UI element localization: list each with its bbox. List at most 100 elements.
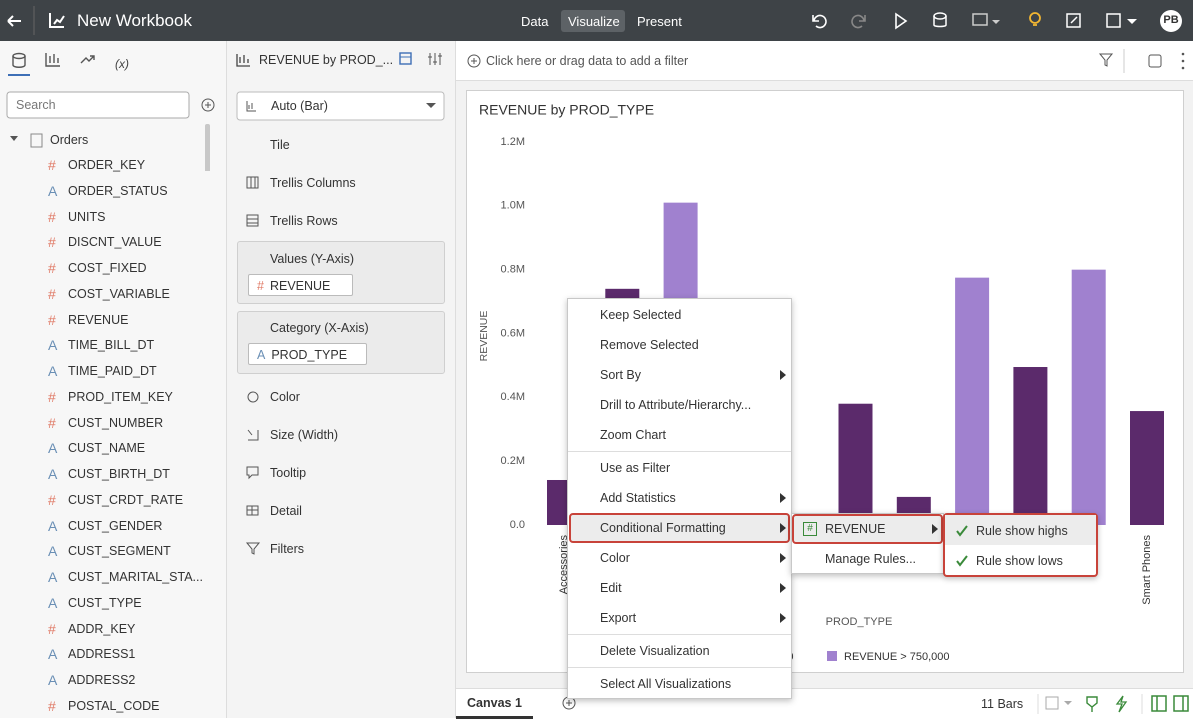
pill-text: REVENUE [269, 279, 331, 293]
field-name[interactable]: CUST_MARITAL_STA... [68, 570, 203, 584]
viz-title: REVENUE by PROD_... [259, 53, 394, 67]
field-name[interactable]: ADDR_KEY [68, 621, 136, 636]
search-input[interactable]: Search [16, 98, 56, 112]
field-icon: # [48, 234, 56, 251]
field-name[interactable]: CUST_NUMBER [68, 415, 164, 430]
bar [955, 277, 990, 525]
menu-item[interactable]: Add Statistics [600, 491, 676, 505]
menu-item[interactable]: Select All Visualizations [600, 677, 732, 691]
calc-tab[interactable]: (x) [115, 57, 129, 71]
y-tick-label: 0.6M [501, 327, 525, 339]
field-icon: # [48, 311, 56, 328]
menu-separator [568, 667, 791, 668]
field-name[interactable]: CUST_BIRTH_DT [68, 467, 170, 481]
filter-bar[interactable]: Click here or drag data to add a filter [456, 41, 1193, 81]
rules-menu: Rule show highs Rule show lows [943, 513, 1098, 577]
y-tick-label: 0.8M [501, 264, 525, 276]
field-name[interactable]: CUST_GENDER [68, 518, 163, 533]
field-icon: # [48, 620, 56, 637]
field-icon: A [48, 594, 58, 611]
menu-item[interactable]: Drill to Attribute/Hierarchy... [600, 398, 752, 412]
chart-title: REVENUE by PROD_TYPE [479, 102, 654, 118]
field-name[interactable]: COST_VARIABLE [68, 286, 170, 301]
rule-highlight [945, 515, 1096, 545]
submenu-item-highlight[interactable] [792, 514, 943, 544]
field-name[interactable]: ADDRESS1 [68, 647, 136, 662]
field-name[interactable]: COST_FIXED [68, 261, 147, 275]
field-icon: A [48, 517, 58, 534]
field-name[interactable]: PROD_ITEM_KEY [68, 389, 173, 404]
field-name[interactable]: ADDRESS2 [68, 673, 136, 687]
canvas-tab[interactable]: Canvas 1 [467, 696, 522, 710]
menu-item[interactable]: Keep Selected [600, 308, 682, 322]
manage-rules[interactable]: Manage Rules... [825, 552, 917, 566]
grammar-item[interactable]: Tile [270, 138, 290, 152]
menu-item[interactable]: Remove Selected [600, 338, 699, 352]
pill-icon: A [257, 348, 266, 362]
user-avatar[interactable]: PB [1163, 14, 1179, 26]
rule-item[interactable]: Rule show highs [976, 524, 1068, 538]
field-icon: A [48, 646, 58, 663]
field-name[interactable]: UNITS [68, 209, 106, 224]
menu-item[interactable]: Zoom Chart [600, 428, 666, 442]
menu-item[interactable]: Edit [600, 581, 622, 595]
values-pill[interactable]: # REVENUE [248, 274, 353, 296]
field-name[interactable]: REVENUE [68, 312, 129, 327]
bar [1130, 411, 1164, 525]
field-icon: A [48, 363, 58, 379]
menu-item[interactable]: Delete Visualization [600, 644, 710, 658]
field-name[interactable]: CUST_NAME [68, 441, 146, 456]
menu-item[interactable]: Use as Filter [600, 461, 671, 475]
rule-item[interactable]: Rule show lows [976, 554, 1063, 568]
field-name[interactable]: TIME_PAID_DT [68, 364, 157, 378]
menu-separator [568, 634, 791, 635]
field-icon: # [48, 388, 56, 405]
measure-icon: # [803, 522, 817, 536]
grammar-item[interactable]: Trellis Rows [270, 214, 338, 228]
field-icon: # [48, 491, 56, 508]
menu-item[interactable]: Sort By [600, 368, 641, 382]
grammar-item[interactable]: Detail [270, 504, 302, 518]
field-name[interactable]: CUST_TYPE [68, 595, 142, 610]
source-name[interactable]: Orders [50, 133, 89, 147]
field-icon: # [48, 414, 56, 431]
field-icon: A [48, 466, 58, 482]
field-icon: # [48, 697, 56, 714]
field-name[interactable]: ORDER_STATUS [68, 183, 168, 198]
field-name[interactable]: ORDER_KEY [68, 158, 146, 172]
field-name[interactable]: POSTAL_CODE [68, 698, 160, 713]
nav-tab[interactable]: Present [637, 14, 682, 29]
data-panel: (x) Search Orders # ORDER_KEY A ORDER_STATU… [0, 41, 227, 718]
bar [1071, 269, 1106, 525]
field-name[interactable]: CUST_SEGMENT [68, 544, 171, 559]
context-menu: Keep Selected Remove Selected Sort By Drill… [567, 298, 792, 699]
y-axis-label: REVENUE [478, 311, 490, 362]
category-pill[interactable]: A PROD_TYPE [248, 343, 367, 365]
bar [1013, 367, 1048, 525]
grammar-item[interactable]: Size (Width) [270, 428, 339, 442]
menu-highlight [569, 513, 790, 543]
grammar-item[interactable]: Tooltip [270, 466, 307, 480]
legend-label: REVENUE > 750,000 [844, 651, 949, 663]
nav-tab[interactable]: Visualize [568, 14, 620, 29]
y-tick-label: 1.0M [501, 200, 525, 212]
measure-item[interactable]: REVENUE [825, 522, 886, 536]
field-icon: A [48, 182, 58, 199]
grammar-item[interactable]: Color [270, 390, 300, 404]
grammar-item[interactable]: Filters [270, 542, 305, 556]
submenu-arrow [780, 370, 786, 380]
field-name[interactable]: CUST_CRDT_RATE [68, 492, 184, 507]
field-icon: # [48, 260, 56, 276]
field-name[interactable]: DISCNT_VALUE [68, 235, 162, 250]
chart-type-select[interactable]: Auto (Bar) [271, 99, 328, 113]
nav-tab[interactable]: Data [521, 14, 549, 29]
field-icon: A [48, 337, 58, 354]
menu-item[interactable]: Color [600, 551, 630, 565]
menu-item[interactable]: Conditional Formatting [600, 521, 726, 535]
category-label: Category (X-Axis) [270, 321, 369, 335]
field-icon: A [48, 440, 58, 457]
grammar-item[interactable]: Trellis Columns [270, 176, 356, 190]
field-name[interactable]: TIME_BILL_DT [68, 338, 155, 353]
menu-item[interactable]: Export [600, 611, 637, 625]
